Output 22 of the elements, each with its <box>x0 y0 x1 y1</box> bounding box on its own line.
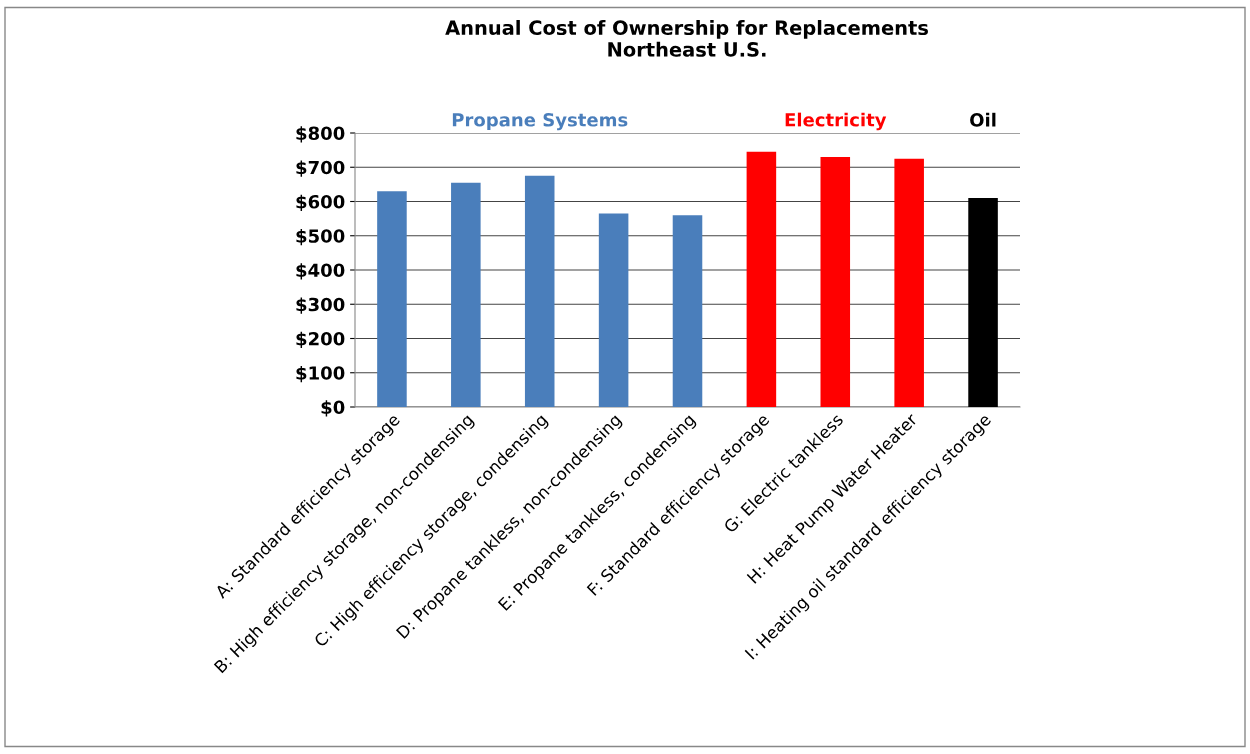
y-tick-label: $700 <box>296 160 345 177</box>
y-tick-label: $500 <box>296 228 345 246</box>
y-tick-label: $800 <box>296 126 345 143</box>
y-tick-label: $400 <box>296 263 345 280</box>
y-tick-label: $100 <box>296 365 345 383</box>
bar <box>672 215 703 407</box>
bar <box>377 191 407 407</box>
bar <box>598 213 629 407</box>
y-tick-label: $0 <box>321 400 345 417</box>
bar <box>524 175 555 407</box>
bar <box>820 156 851 407</box>
y-tick-label: $200 <box>296 331 345 349</box>
text: Electricity <box>785 112 887 131</box>
bar <box>894 158 924 407</box>
y-tick-label: $300 <box>296 297 345 314</box>
text: Oil <box>970 112 996 127</box>
y-tick-label: $600 <box>296 194 345 212</box>
bar <box>746 151 777 407</box>
text: Propane Systems <box>452 112 628 131</box>
chart-title: Annual Cost of Ownership for Replacements Northeast U.S. <box>445 20 928 57</box>
bar <box>451 182 481 407</box>
bar <box>968 198 998 407</box>
